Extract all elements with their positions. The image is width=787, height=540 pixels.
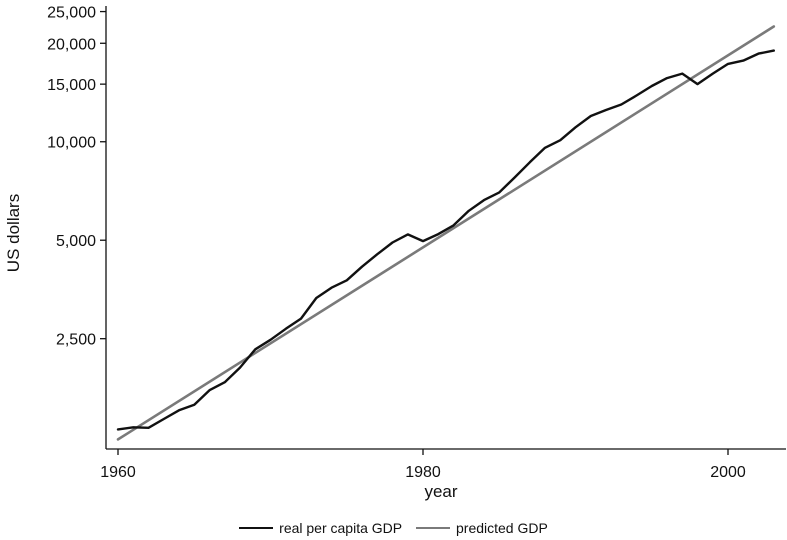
y-axis-title: US dollars [4, 194, 23, 272]
legend-item-predicted-gdp: predicted GDP [416, 520, 548, 536]
legend-label-real-gdp: real per capita GDP [279, 520, 403, 536]
x-tick-label: 1980 [405, 464, 441, 481]
y-tick-label: 5,000 [56, 233, 96, 250]
series-layer [116, 25, 776, 441]
legend-swatch-real-gdp [239, 527, 274, 529]
series-line-predicted-gdp [116, 25, 776, 441]
x-axis-title: year [424, 482, 457, 501]
y-tick-label: 20,000 [47, 36, 96, 53]
legend: real per capita GDP predicted GDP [0, 516, 787, 536]
y-tick-label: 15,000 [47, 77, 96, 94]
legend-label-predicted-gdp: predicted GDP [456, 520, 548, 536]
series-line-real-per-capita-gdp [116, 49, 775, 431]
y-tick-label: 10,000 [47, 135, 96, 152]
legend-swatch-predicted-gdp [416, 527, 450, 529]
legend-item-real-gdp: real per capita GDP [239, 520, 402, 536]
x-ticks: 1960 1980 2000 [100, 449, 746, 481]
y-ticks: 2,500 5,000 10,000 15,000 20,000 25,000 [47, 5, 106, 349]
x-tick-label: 2000 [710, 464, 746, 481]
y-tick-label: 2,500 [56, 332, 96, 349]
x-tick-label: 1960 [100, 464, 136, 481]
y-tick-label: 25,000 [47, 5, 96, 22]
